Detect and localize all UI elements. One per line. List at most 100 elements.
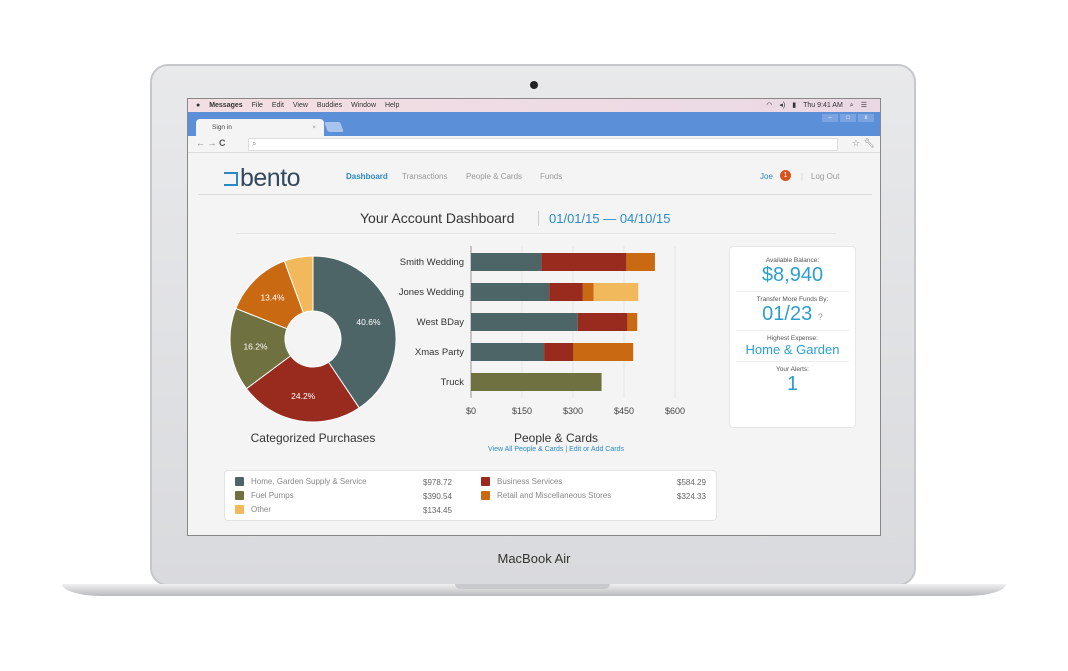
- forward-icon[interactable]: →: [207, 138, 217, 148]
- page-title: Your Account Dashboard: [360, 210, 515, 226]
- bar-segment[interactable]: [582, 283, 594, 301]
- bar-segment[interactable]: [627, 313, 638, 331]
- list-icon[interactable]: ☰: [860, 102, 867, 109]
- pie-slice[interactable]: [283, 255, 314, 314]
- menu-view[interactable]: View: [292, 102, 308, 109]
- apple-icon[interactable]: ●: [196, 102, 201, 109]
- browser-tab[interactable]: Sign in ×: [196, 119, 324, 136]
- search-icon: ⌕: [252, 139, 257, 148]
- x-tick-label: $600: [665, 406, 685, 416]
- logo[interactable]: bento: [224, 164, 301, 193]
- category-legend: Home, Garden Supply & Service $978.72 Fuel…: [224, 470, 717, 521]
- bar-title: People & Cards: [513, 431, 599, 445]
- pie-chart: 40.6% 24.2% 16.2% 13.4%: [229, 255, 397, 423]
- wifi-icon[interactable]: ◠: [766, 102, 773, 109]
- summary-panel: Available Balance: $8,940 Transfer More …: [729, 246, 856, 428]
- menu-app[interactable]: Messages: [209, 102, 243, 109]
- bar-segment[interactable]: [471, 373, 602, 391]
- title-divider: [236, 233, 836, 234]
- nav-transactions[interactable]: Transactions: [402, 172, 448, 181]
- transfer-label: Transfer More Funds By:: [756, 296, 829, 303]
- legend-swatch: [481, 477, 490, 486]
- back-icon[interactable]: ←: [196, 138, 205, 148]
- volume-icon[interactable]: ◂): [779, 102, 786, 109]
- camera: [530, 81, 538, 89]
- reload-icon[interactable]: C: [219, 138, 226, 148]
- menu-file[interactable]: File: [251, 102, 263, 109]
- star-icon[interactable]: ☆: [851, 138, 860, 148]
- edit-cards-link[interactable]: Edit or Add Cards: [569, 446, 624, 453]
- pie-slice[interactable]: [312, 255, 397, 409]
- new-tab-button[interactable]: [324, 122, 344, 132]
- bar-segment[interactable]: [471, 343, 545, 361]
- logo-text: bento: [240, 164, 301, 192]
- legend-item: Business Services: [481, 477, 562, 486]
- close-window-icon[interactable]: x: [858, 114, 874, 122]
- legend-item: Other: [235, 505, 271, 514]
- alert-badge[interactable]: 1: [780, 170, 791, 181]
- bar-segment[interactable]: [573, 343, 634, 361]
- user-link[interactable]: Joe: [760, 172, 773, 181]
- bar-segment[interactable]: [471, 253, 542, 271]
- logo-mark: [224, 172, 238, 186]
- view-all-people-link[interactable]: View All People & Cards: [488, 446, 564, 453]
- url-input[interactable]: ⌕: [248, 138, 838, 151]
- device-label: MacBook Air: [497, 551, 571, 566]
- bar-segment[interactable]: [626, 253, 655, 271]
- legend-label: Fuel Pumps: [251, 491, 294, 500]
- spotlight-icon[interactable]: ⌕: [849, 102, 854, 109]
- alerts-label: Your Alerts:: [775, 366, 809, 373]
- legend-label: Retail and Miscellaneous Stores: [497, 491, 612, 500]
- pie-data-label: 13.4%: [260, 292, 285, 302]
- pie-slice[interactable]: [229, 307, 292, 390]
- browser-tabbar: Sign in × – □ x: [188, 112, 880, 136]
- bar-segment[interactable]: [549, 283, 583, 301]
- bar-segment[interactable]: [471, 283, 550, 301]
- y-category-label: Jones Wedding: [399, 287, 464, 298]
- laptop-notch: [455, 584, 610, 589]
- legend-item: Fuel Pumps: [235, 491, 294, 500]
- clock[interactable]: Thu 9:41 AM: [803, 102, 843, 109]
- legend-amount: $390.54: [423, 492, 452, 501]
- logout-link[interactable]: Log Out: [811, 172, 840, 181]
- x-tick-label: $300: [563, 406, 583, 416]
- legend-label: Business Services: [497, 477, 563, 486]
- menu-buddies[interactable]: Buddies: [316, 102, 343, 109]
- alerts-value[interactable]: 1: [786, 373, 799, 395]
- bar-segment[interactable]: [541, 253, 627, 271]
- y-category-label: Smith Wedding: [400, 257, 464, 268]
- date-range[interactable]: 01/01/15 — 04/10/15: [538, 211, 670, 226]
- menu-help[interactable]: Help: [384, 102, 400, 109]
- pie-slice[interactable]: [245, 355, 360, 423]
- bar-segment[interactable]: [471, 313, 578, 331]
- legend-amount: $324.33: [677, 492, 706, 501]
- menu-edit[interactable]: Edit: [271, 102, 284, 109]
- bento-page: bento Dashboard Transactions People & Ca…: [188, 154, 880, 535]
- nav-funds[interactable]: Funds: [540, 172, 563, 181]
- minimize-icon[interactable]: –: [822, 114, 838, 122]
- legend-amount: $134.45: [423, 506, 452, 515]
- legend-swatch: [235, 491, 244, 500]
- wrench-icon[interactable]: 🔧︎: [863, 138, 875, 148]
- bar-segment[interactable]: [577, 313, 628, 331]
- expense-value: Home & Garden: [745, 342, 840, 357]
- balance-label: Available Balance:: [765, 257, 820, 264]
- legend-swatch: [481, 491, 490, 500]
- x-tick-label: $450: [614, 406, 634, 416]
- nav-dashboard[interactable]: Dashboard: [346, 172, 388, 181]
- legend-swatch: [235, 505, 244, 514]
- pie-data-label: 24.2%: [291, 391, 316, 401]
- bar-segment[interactable]: [544, 343, 573, 361]
- help-icon[interactable]: ?: [817, 312, 823, 322]
- nav-people-cards[interactable]: People & Cards: [466, 172, 523, 181]
- x-tick-label: $150: [512, 406, 532, 416]
- bar-segment[interactable]: [593, 283, 639, 301]
- battery-icon[interactable]: ▮: [792, 102, 797, 109]
- close-icon[interactable]: ×: [312, 124, 316, 131]
- legend-amount: $978.72: [423, 478, 452, 487]
- menu-window[interactable]: Window: [351, 102, 377, 109]
- transfer-date: 01/23: [762, 303, 813, 325]
- legend-amount: $584.29: [677, 478, 706, 487]
- maximize-icon[interactable]: □: [840, 114, 856, 122]
- screen: ● Messages File Edit View Buddies Window…: [187, 98, 881, 536]
